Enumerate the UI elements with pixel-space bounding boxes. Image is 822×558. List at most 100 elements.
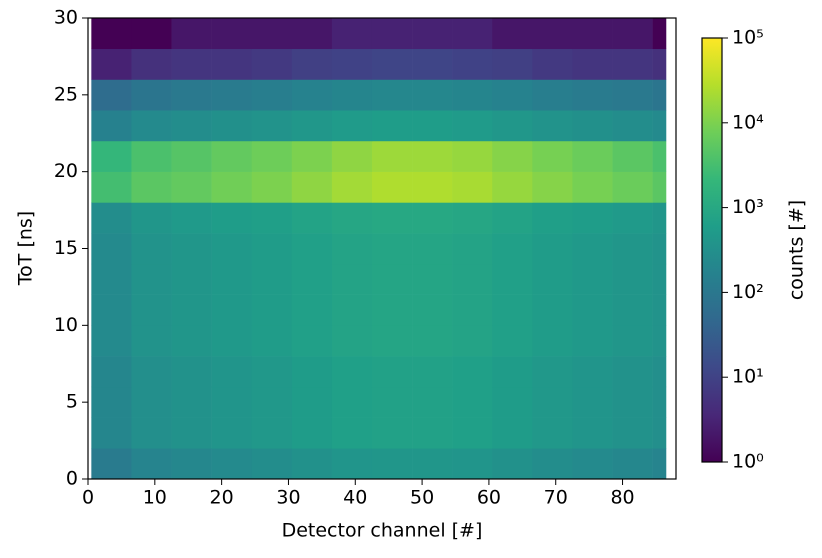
heatmap-cell xyxy=(492,263,533,295)
heatmap-cell xyxy=(412,79,453,111)
heatmap-cell xyxy=(331,263,373,295)
heatmap-cell xyxy=(652,417,667,449)
heatmap-cell xyxy=(492,325,533,357)
heatmap-cell xyxy=(91,448,132,480)
colorbar-label: counts [#] xyxy=(786,200,808,300)
heatmap-cell xyxy=(211,48,253,80)
heatmap-cell xyxy=(171,263,212,295)
x-tick-label: 50 xyxy=(410,487,434,509)
heatmap-cell xyxy=(652,386,667,418)
heatmap-cell xyxy=(371,263,413,295)
heatmap-cell xyxy=(532,448,573,480)
heatmap-cell xyxy=(291,233,333,265)
heatmap-cell xyxy=(171,356,212,388)
heatmap-cell xyxy=(412,140,453,172)
heatmap-cell xyxy=(412,18,453,50)
heatmap-cell xyxy=(412,233,453,265)
colorbar-frame xyxy=(701,37,723,463)
y-tick-label: 25 xyxy=(54,83,78,105)
heatmap-cell xyxy=(492,79,533,111)
heatmap-cell xyxy=(131,48,172,80)
heatmap-cell xyxy=(532,417,573,449)
heatmap-cell xyxy=(131,448,172,480)
heatmap-cell xyxy=(652,325,667,357)
heatmap-cell xyxy=(331,356,373,388)
heatmap-cell xyxy=(131,325,172,357)
heatmap-cell xyxy=(171,325,212,357)
heatmap-cell xyxy=(572,448,613,480)
heatmap-cell xyxy=(492,110,533,142)
heatmap-cell xyxy=(652,110,667,142)
heatmap-cell xyxy=(452,79,493,111)
heatmap-cell xyxy=(331,202,373,234)
heatmap-cell xyxy=(251,356,293,388)
heatmap-cell xyxy=(652,48,667,80)
heatmap-cell xyxy=(251,294,293,326)
heatmap-cell xyxy=(452,386,493,418)
heatmap-cell xyxy=(532,386,573,418)
x-tick-label: 60 xyxy=(477,487,501,509)
heatmap-cell xyxy=(452,325,493,357)
heatmap-cell xyxy=(452,294,493,326)
heatmap-cell xyxy=(452,448,493,480)
heatmap-cell xyxy=(371,202,413,234)
heatmap-cell xyxy=(331,140,373,172)
heatmap-cell xyxy=(291,171,333,203)
heatmap-cell xyxy=(572,233,613,265)
heatmap-cell xyxy=(91,171,132,203)
heatmap-cell xyxy=(291,263,333,295)
heatmap-cell xyxy=(652,79,667,111)
heatmap-cell xyxy=(452,417,493,449)
heatmap-cell xyxy=(452,110,493,142)
heatmap-cell xyxy=(371,110,413,142)
heatmap-cell xyxy=(211,356,253,388)
heatmap-cell xyxy=(492,171,533,203)
heatmap-cell xyxy=(91,48,132,80)
heatmap-cell xyxy=(452,202,493,234)
heatmap-cell xyxy=(211,171,253,203)
heatmap-cell xyxy=(612,263,653,295)
heatmap-cell xyxy=(452,140,493,172)
heatmap-cell xyxy=(371,356,413,388)
heatmap-cell xyxy=(612,202,653,234)
heatmap-cell xyxy=(131,79,172,111)
heatmap-cell xyxy=(652,140,667,172)
colorbar-tick-label: 10² xyxy=(732,281,764,303)
heatmap-cell xyxy=(412,110,453,142)
heatmap-cell xyxy=(91,202,132,234)
heatmap-cell xyxy=(371,171,413,203)
heatmap-cell xyxy=(171,294,212,326)
heatmap-cell xyxy=(412,325,453,357)
heatmap-cell xyxy=(492,417,533,449)
heatmap-cell xyxy=(532,294,573,326)
heatmap-cell xyxy=(211,233,253,265)
heatmap-cell xyxy=(371,233,413,265)
colorbar xyxy=(702,38,722,462)
heatmap-cell xyxy=(652,448,667,480)
heatmap-cell xyxy=(612,325,653,357)
heatmap-cell xyxy=(251,386,293,418)
heatmap-cell xyxy=(652,356,667,388)
heatmap-cell xyxy=(291,202,333,234)
heatmap-cell xyxy=(452,263,493,295)
heatmap-cell xyxy=(91,140,132,172)
heatmap-cell xyxy=(91,233,132,265)
heatmap-cell xyxy=(452,171,493,203)
heatmap-cell xyxy=(131,417,172,449)
heatmap-cell xyxy=(331,233,373,265)
heatmap-cell xyxy=(371,386,413,418)
x-tick-label: 0 xyxy=(82,487,94,509)
heatmap-cell xyxy=(612,356,653,388)
heatmap-cell xyxy=(532,356,573,388)
heatmap-cell xyxy=(412,202,453,234)
heatmap-cell xyxy=(612,417,653,449)
colorbar-tick-label: 10⁵ xyxy=(732,27,764,49)
heatmap-cell xyxy=(532,110,573,142)
colorbar-tick-label: 10⁰ xyxy=(732,451,764,473)
heatmap-cell xyxy=(251,18,293,50)
heatmap-cell xyxy=(91,18,132,50)
heatmap-cell xyxy=(211,448,253,480)
heatmap-cell xyxy=(331,79,373,111)
y-tick-label: 5 xyxy=(66,391,78,413)
heatmap-cell xyxy=(532,325,573,357)
